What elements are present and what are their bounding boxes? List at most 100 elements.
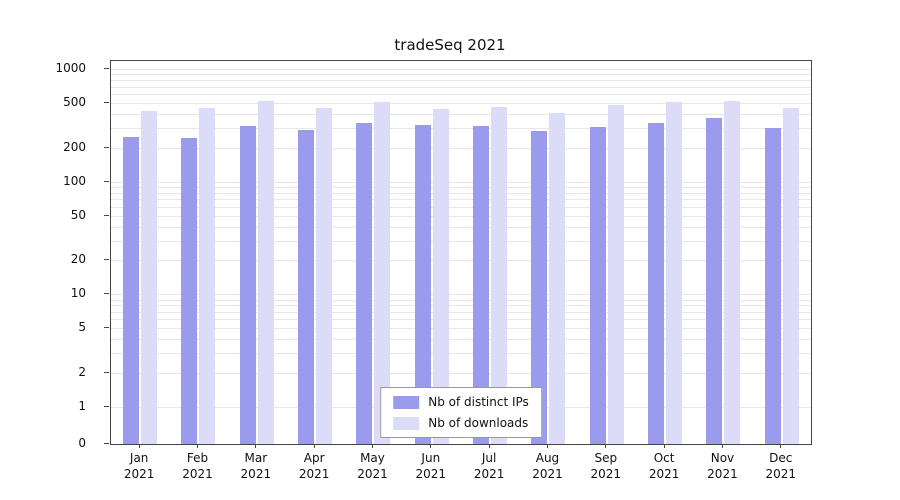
- y-tick-label: 10: [70, 286, 86, 301]
- x-tick-label: Jan 2021: [123, 451, 155, 481]
- y-tick-mark: [104, 214, 109, 216]
- gridline: [111, 74, 811, 76]
- gridline: [111, 215, 811, 217]
- bar-group: [111, 61, 169, 444]
- bar: [706, 118, 723, 444]
- x-tick-mark: [780, 444, 782, 448]
- gridline: [111, 260, 811, 262]
- bar-group: [636, 61, 694, 444]
- bar: [764, 127, 781, 444]
- legend-item-distinct-ips: Nb of distinct IPs: [393, 395, 529, 409]
- bar: [607, 104, 624, 444]
- x-tick-mark: [605, 444, 607, 448]
- x-tick-label: Oct 2021: [648, 451, 680, 481]
- x-tick-group: Aug 2021: [518, 444, 576, 490]
- x-tick-mark: [138, 444, 140, 448]
- y-tick-mark: [104, 101, 109, 103]
- bar: [432, 109, 449, 444]
- bar: [414, 124, 431, 444]
- bar-group: [169, 61, 227, 444]
- y-tick-label: 20: [70, 252, 86, 267]
- gridline: [111, 226, 811, 228]
- gridline: [111, 113, 811, 115]
- bar-group: [519, 61, 577, 444]
- gridline: [111, 199, 811, 201]
- gridline: [111, 319, 811, 321]
- x-tick-group: Mar 2021: [227, 444, 285, 490]
- legend: Nb of distinct IPs Nb of downloads: [380, 387, 542, 438]
- x-tick-label: Jul 2021: [473, 451, 505, 481]
- gridline: [111, 127, 811, 129]
- gridline: [111, 240, 811, 242]
- bar-group: [753, 61, 811, 444]
- x-tick-label: Nov 2021: [707, 451, 738, 481]
- x-axis: Jan 2021 Feb 2021 Mar 2021 Apr 2021 May 2021…: [110, 444, 810, 490]
- bar: [374, 102, 391, 444]
- x-tick-mark: [663, 444, 665, 448]
- y-tick-label: 500: [63, 94, 86, 109]
- bar: [589, 127, 606, 444]
- bar: [123, 136, 140, 444]
- y-tick-label: 5: [78, 320, 86, 335]
- legend-item-downloads: Nb of downloads: [393, 416, 529, 430]
- chart-title: tradeSeq 2021: [394, 36, 506, 54]
- bar: [356, 123, 373, 444]
- bar-group: [344, 61, 402, 444]
- gridline: [111, 373, 811, 375]
- bars-layer: [111, 61, 811, 444]
- x-tick-label: May 2021: [357, 451, 388, 481]
- legend-label-distinct-ips: Nb of distinct IPs: [428, 395, 529, 409]
- y-tick-mark: [104, 327, 109, 329]
- gridline: [111, 305, 811, 307]
- bar: [199, 108, 216, 444]
- bar-group: [286, 61, 344, 444]
- x-tick-group: Jul 2021: [460, 444, 518, 490]
- x-tick-group: Sep 2021: [577, 444, 635, 490]
- y-tick-mark: [104, 146, 109, 148]
- gridline: [111, 192, 811, 194]
- gridline: [111, 328, 811, 330]
- bar: [782, 108, 799, 444]
- plot-area: Nb of distinct IPs Nb of downloads: [110, 60, 812, 445]
- x-tick-group: Oct 2021: [635, 444, 693, 490]
- bar-group: [461, 61, 519, 444]
- x-tick-group: May 2021: [343, 444, 401, 490]
- bar: [648, 123, 665, 444]
- gridline: [111, 69, 811, 70]
- bar: [181, 137, 198, 444]
- x-tick-label: Mar 2021: [240, 451, 272, 481]
- bar: [239, 126, 256, 444]
- gridline: [111, 86, 811, 88]
- x-tick-mark: [313, 444, 315, 448]
- legend-swatch-distinct-ips: [393, 395, 420, 409]
- x-tick-group: Dec 2021: [752, 444, 810, 490]
- y-tick-mark: [104, 406, 109, 407]
- y-tick-label: 50: [70, 207, 86, 222]
- x-tick-mark: [371, 444, 373, 448]
- x-tick-label: Aug 2021: [532, 451, 563, 481]
- bar-group: [228, 61, 286, 444]
- x-tick-mark: [196, 444, 198, 448]
- bar: [531, 131, 548, 444]
- y-tick-mark: [104, 293, 109, 295]
- bar: [549, 112, 566, 444]
- x-tick-group: Feb 2021: [168, 444, 226, 490]
- x-tick-mark: [488, 444, 490, 448]
- x-tick-label: Feb 2021: [182, 451, 213, 481]
- x-tick-label: Sep 2021: [590, 451, 622, 481]
- x-tick-mark: [721, 444, 723, 448]
- x-tick-group: Apr 2021: [285, 444, 343, 490]
- y-tick-mark: [104, 259, 109, 261]
- y-tick-label: 200: [63, 139, 86, 154]
- legend-label-downloads: Nb of downloads: [428, 416, 529, 430]
- gridline: [111, 299, 811, 301]
- gridline: [111, 181, 811, 183]
- gridline: [111, 206, 811, 208]
- x-tick-mark: [255, 444, 257, 448]
- y-tick-mark: [104, 180, 109, 182]
- y-axis: 1000 500 200 100 50 20 10 5 2 1 0: [0, 60, 110, 450]
- x-tick-label: Apr 2021: [298, 451, 330, 481]
- gridline: [111, 102, 811, 104]
- y-tick-label: 0: [78, 436, 86, 450]
